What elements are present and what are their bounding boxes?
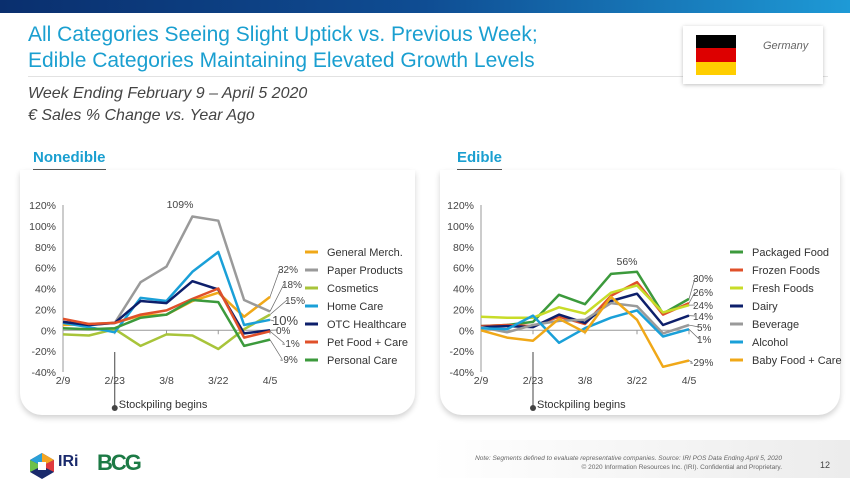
- series-line-fresh-foods: [481, 285, 689, 317]
- y-tick-label: 60%: [453, 263, 474, 275]
- legend-label: Alcohol: [752, 337, 788, 349]
- x-tick-label: 4/5: [263, 375, 278, 387]
- iri-logo-text: IRi: [58, 453, 78, 471]
- end-value-label: -29%: [690, 358, 713, 369]
- legend-label: Beverage: [752, 319, 799, 331]
- legend-label: Home Care: [327, 301, 383, 313]
- end-value-label: 15%: [285, 296, 305, 307]
- x-tick-label: 2/9: [56, 375, 71, 387]
- y-tick-label: 60%: [35, 263, 56, 275]
- legend-label: General Merch.: [327, 247, 403, 259]
- y-tick-label: 100%: [447, 221, 474, 233]
- source-note: Note: Segments defined to evaluate repre…: [475, 454, 782, 464]
- x-tick-label: 3/22: [208, 375, 229, 387]
- y-tick-label: 0%: [459, 325, 474, 337]
- peak-label: 56%: [616, 256, 637, 268]
- y-tick-label: 80%: [453, 242, 474, 254]
- y-tick-label: 40%: [35, 284, 56, 296]
- peak-label: 109%: [167, 199, 194, 211]
- x-tick-label: 3/22: [627, 375, 648, 387]
- legend-label: Packaged Food: [752, 247, 829, 259]
- iri-logo-icon: [30, 453, 54, 479]
- end-value-label: 18%: [282, 280, 302, 291]
- legend-label: OTC Healthcare: [327, 319, 406, 331]
- y-tick-label: 100%: [29, 221, 56, 233]
- y-tick-label: 120%: [29, 200, 56, 212]
- y-tick-label: 20%: [453, 304, 474, 316]
- y-tick-label: -40%: [31, 367, 56, 379]
- x-tick-label: 3/8: [159, 375, 174, 387]
- end-value-label: 24%: [693, 301, 713, 312]
- end-value-label: -9%: [280, 355, 298, 366]
- y-tick-label: -20%: [449, 346, 474, 358]
- end-value-label: -1%: [282, 339, 300, 350]
- legend-label: Cosmetics: [327, 283, 379, 295]
- legend-label: Pet Food + Care: [327, 337, 408, 349]
- y-tick-label: -40%: [449, 367, 474, 379]
- annotation-dot: [112, 405, 118, 411]
- end-value-label: 32%: [278, 265, 298, 276]
- y-tick-label: 40%: [453, 284, 474, 296]
- copyright: © 2020 Information Resources Inc. (IRI).…: [582, 464, 782, 471]
- y-tick-label: 120%: [447, 200, 474, 212]
- end-value-label: 5%: [697, 323, 712, 334]
- legend-label: Paper Products: [327, 265, 403, 277]
- y-tick-label: -20%: [31, 346, 56, 358]
- annotation-dot: [530, 405, 536, 411]
- legend-label: Frozen Foods: [752, 265, 820, 277]
- end-value-label: 14%: [693, 312, 713, 323]
- legend-label: Dairy: [752, 301, 778, 313]
- y-tick-label: 80%: [35, 242, 56, 254]
- y-tick-label: 0%: [41, 325, 56, 337]
- legend-label: Personal Care: [327, 355, 397, 367]
- end-value-label: 1%: [697, 335, 712, 346]
- annotation-label: Stockpiling begins: [119, 399, 208, 411]
- x-tick-label: 2/9: [474, 375, 489, 387]
- end-value-label: 26%: [693, 288, 713, 299]
- legend-label: Baby Food + Care: [752, 355, 842, 367]
- end-value-label: 0%: [276, 326, 291, 337]
- end-value-label: 30%: [693, 274, 713, 285]
- x-tick-label: 4/5: [682, 375, 697, 387]
- series-line-dairy: [481, 294, 689, 327]
- annotation-label: Stockpiling begins: [537, 399, 626, 411]
- legend-label: Fresh Foods: [752, 283, 814, 295]
- page-number: 12: [820, 460, 830, 470]
- y-tick-label: 20%: [35, 304, 56, 316]
- x-tick-label: 3/8: [578, 375, 593, 387]
- bcg-logo: BCG: [97, 450, 140, 476]
